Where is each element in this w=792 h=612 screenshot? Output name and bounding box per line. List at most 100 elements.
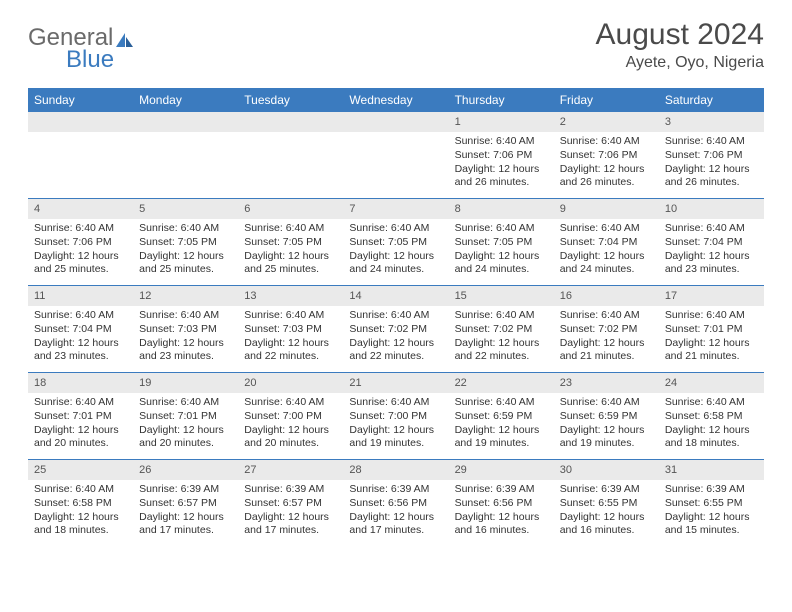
sunrise-text: Sunrise: 6:40 AM: [665, 135, 758, 149]
day-details: Sunrise: 6:40 AMSunset: 7:04 PMDaylight:…: [554, 219, 659, 283]
day-details: Sunrise: 6:40 AMSunset: 7:02 PMDaylight:…: [343, 306, 448, 370]
day-number: 6: [238, 199, 343, 219]
calendar-day: 31Sunrise: 6:39 AMSunset: 6:55 PMDayligh…: [659, 460, 764, 546]
sunset-text: Sunset: 7:06 PM: [455, 149, 548, 163]
sunset-text: Sunset: 6:58 PM: [665, 410, 758, 424]
day-details: Sunrise: 6:40 AMSunset: 7:04 PMDaylight:…: [28, 306, 133, 370]
day-number: 9: [554, 199, 659, 219]
day-details: Sunrise: 6:40 AMSunset: 7:02 PMDaylight:…: [554, 306, 659, 370]
calendar-day: 16Sunrise: 6:40 AMSunset: 7:02 PMDayligh…: [554, 286, 659, 372]
day-details: Sunrise: 6:40 AMSunset: 7:01 PMDaylight:…: [28, 393, 133, 457]
calendar-day: 14Sunrise: 6:40 AMSunset: 7:02 PMDayligh…: [343, 286, 448, 372]
day-details: Sunrise: 6:40 AMSunset: 7:05 PMDaylight:…: [238, 219, 343, 283]
day-number: 11: [28, 286, 133, 306]
calendar-day: 1 Sunrise: 6:40 AMSunset: 7:06 PMDaylight…: [449, 112, 554, 198]
sunrise-text: Sunrise: 6:39 AM: [139, 483, 232, 497]
day-number: 17: [659, 286, 764, 306]
day-details: Sunrise: 6:40 AMSunset: 6:58 PMDaylight:…: [659, 393, 764, 457]
day-number: 2: [554, 112, 659, 132]
sunrise-text: Sunrise: 6:40 AM: [455, 309, 548, 323]
calendar-day: 21Sunrise: 6:40 AMSunset: 7:00 PMDayligh…: [343, 373, 448, 459]
sunset-text: Sunset: 6:58 PM: [34, 497, 127, 511]
day-number: 8: [449, 199, 554, 219]
daylight-text: Daylight: 12 hours and 16 minutes.: [455, 511, 548, 538]
daylight-text: Daylight: 12 hours and 26 minutes.: [560, 163, 653, 190]
daylight-text: Daylight: 12 hours and 25 minutes.: [34, 250, 127, 277]
sunrise-text: Sunrise: 6:40 AM: [455, 222, 548, 236]
sunset-text: Sunset: 7:05 PM: [455, 236, 548, 250]
day-details: Sunrise: 6:40 AMSunset: 7:02 PMDaylight:…: [449, 306, 554, 370]
weekday-header: Saturday: [659, 88, 764, 112]
calendar-day: 23Sunrise: 6:40 AMSunset: 6:59 PMDayligh…: [554, 373, 659, 459]
daylight-text: Daylight: 12 hours and 20 minutes.: [139, 424, 232, 451]
sunrise-text: Sunrise: 6:40 AM: [349, 222, 442, 236]
sunrise-text: Sunrise: 6:40 AM: [349, 309, 442, 323]
sunset-text: Sunset: 6:57 PM: [139, 497, 232, 511]
sunset-text: Sunset: 7:00 PM: [244, 410, 337, 424]
sunset-text: Sunset: 7:03 PM: [139, 323, 232, 337]
sunset-text: Sunset: 6:55 PM: [560, 497, 653, 511]
sunrise-text: Sunrise: 6:40 AM: [455, 396, 548, 410]
weekday-header: Tuesday: [238, 88, 343, 112]
day-number: 3: [659, 112, 764, 132]
sunrise-text: Sunrise: 6:40 AM: [560, 396, 653, 410]
sunrise-text: Sunrise: 6:39 AM: [665, 483, 758, 497]
calendar-header-row: SundayMondayTuesdayWednesdayThursdayFrid…: [28, 88, 764, 112]
daylight-text: Daylight: 12 hours and 18 minutes.: [665, 424, 758, 451]
day-details: Sunrise: 6:40 AMSunset: 7:06 PMDaylight:…: [554, 132, 659, 196]
day-number: 25: [28, 460, 133, 480]
day-number: 4: [28, 199, 133, 219]
day-number: 26: [133, 460, 238, 480]
daylight-text: Daylight: 12 hours and 16 minutes.: [560, 511, 653, 538]
title-block: August 2024 Ayete, Oyo, Nigeria: [596, 18, 764, 72]
sunrise-text: Sunrise: 6:40 AM: [34, 309, 127, 323]
sunset-text: Sunset: 7:01 PM: [665, 323, 758, 337]
day-number: 13: [238, 286, 343, 306]
day-number: 1: [449, 112, 554, 132]
sunrise-text: Sunrise: 6:40 AM: [560, 309, 653, 323]
daylight-text: Daylight: 12 hours and 24 minutes.: [349, 250, 442, 277]
calendar-week: 4Sunrise: 6:40 AMSunset: 7:06 PMDaylight…: [28, 198, 764, 285]
logo-text-blue: Blue: [66, 46, 136, 74]
sunset-text: Sunset: 7:05 PM: [139, 236, 232, 250]
calendar-day: 30Sunrise: 6:39 AMSunset: 6:55 PMDayligh…: [554, 460, 659, 546]
day-details: [28, 132, 133, 141]
weekday-header: Monday: [133, 88, 238, 112]
day-details: Sunrise: 6:40 AMSunset: 7:01 PMDaylight:…: [133, 393, 238, 457]
sunset-text: Sunset: 7:03 PM: [244, 323, 337, 337]
day-number: [133, 112, 238, 132]
day-number: 7: [343, 199, 448, 219]
daylight-text: Daylight: 12 hours and 26 minutes.: [455, 163, 548, 190]
day-details: Sunrise: 6:39 AMSunset: 6:55 PMDaylight:…: [659, 480, 764, 544]
sunrise-text: Sunrise: 6:39 AM: [349, 483, 442, 497]
sunset-text: Sunset: 6:59 PM: [560, 410, 653, 424]
sunrise-text: Sunrise: 6:40 AM: [34, 483, 127, 497]
daylight-text: Daylight: 12 hours and 23 minutes.: [665, 250, 758, 277]
calendar-day: 11Sunrise: 6:40 AMSunset: 7:04 PMDayligh…: [28, 286, 133, 372]
calendar: SundayMondayTuesdayWednesdayThursdayFrid…: [28, 88, 764, 546]
sunrise-text: Sunrise: 6:40 AM: [34, 222, 127, 236]
sunrise-text: Sunrise: 6:40 AM: [560, 222, 653, 236]
daylight-text: Daylight: 12 hours and 24 minutes.: [560, 250, 653, 277]
sunset-text: Sunset: 7:05 PM: [349, 236, 442, 250]
day-number: 30: [554, 460, 659, 480]
calendar-day: 27Sunrise: 6:39 AMSunset: 6:57 PMDayligh…: [238, 460, 343, 546]
day-details: Sunrise: 6:39 AMSunset: 6:57 PMDaylight:…: [238, 480, 343, 544]
calendar-day: 15Sunrise: 6:40 AMSunset: 7:02 PMDayligh…: [449, 286, 554, 372]
daylight-text: Daylight: 12 hours and 23 minutes.: [139, 337, 232, 364]
calendar-day: 12Sunrise: 6:40 AMSunset: 7:03 PMDayligh…: [133, 286, 238, 372]
sunrise-text: Sunrise: 6:40 AM: [139, 396, 232, 410]
daylight-text: Daylight: 12 hours and 19 minutes.: [560, 424, 653, 451]
sunrise-text: Sunrise: 6:40 AM: [34, 396, 127, 410]
calendar-week: 11Sunrise: 6:40 AMSunset: 7:04 PMDayligh…: [28, 285, 764, 372]
sunrise-text: Sunrise: 6:40 AM: [455, 135, 548, 149]
sunset-text: Sunset: 7:04 PM: [560, 236, 653, 250]
day-details: Sunrise: 6:39 AMSunset: 6:55 PMDaylight:…: [554, 480, 659, 544]
day-details: Sunrise: 6:40 AMSunset: 6:58 PMDaylight:…: [28, 480, 133, 544]
day-number: [343, 112, 448, 132]
calendar-day: 18Sunrise: 6:40 AMSunset: 7:01 PMDayligh…: [28, 373, 133, 459]
month-title: August 2024: [596, 18, 764, 52]
daylight-text: Daylight: 12 hours and 22 minutes.: [349, 337, 442, 364]
sunrise-text: Sunrise: 6:40 AM: [349, 396, 442, 410]
sunrise-text: Sunrise: 6:39 AM: [455, 483, 548, 497]
